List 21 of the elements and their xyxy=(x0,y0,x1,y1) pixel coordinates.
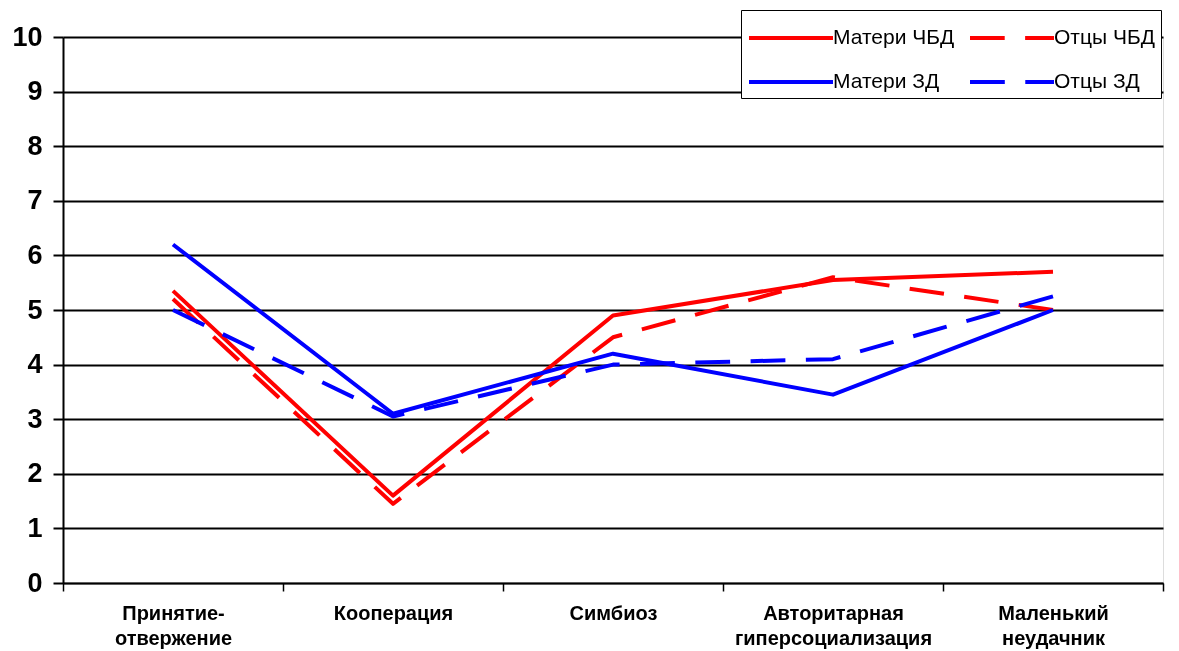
y-tick-label: 10 xyxy=(12,21,43,52)
y-tick-label: 4 xyxy=(27,349,43,380)
y-tick-label: 5 xyxy=(27,294,43,325)
y-tick-label: 0 xyxy=(27,567,43,598)
x-tick-label: Кооперация xyxy=(333,601,454,624)
y-tick-label: 6 xyxy=(27,239,43,270)
legend-label: Отцы ЗД xyxy=(1054,69,1140,92)
legend-label: Отцы ЧБД xyxy=(1054,25,1155,48)
x-tick-label: Маленький неудачник xyxy=(998,601,1109,649)
x-tick-label: Принятие-отвержение xyxy=(114,601,233,649)
y-tick-label: 7 xyxy=(27,185,43,216)
y-tick-label: 1 xyxy=(27,512,43,543)
line-series xyxy=(171,242,1055,416)
legend-label: Матери ЗД xyxy=(833,69,940,92)
x-tick-label: Авторитарная гиперсоциализация xyxy=(734,601,933,649)
y-tick-label: 3 xyxy=(27,403,43,434)
x-tick-label: Симбиоз xyxy=(569,601,658,624)
legend-label: Матери ЧБД xyxy=(833,25,955,48)
y-tick-label: 8 xyxy=(27,130,43,161)
y-tick-label: 9 xyxy=(27,76,43,107)
y-tick-label: 2 xyxy=(27,458,43,489)
